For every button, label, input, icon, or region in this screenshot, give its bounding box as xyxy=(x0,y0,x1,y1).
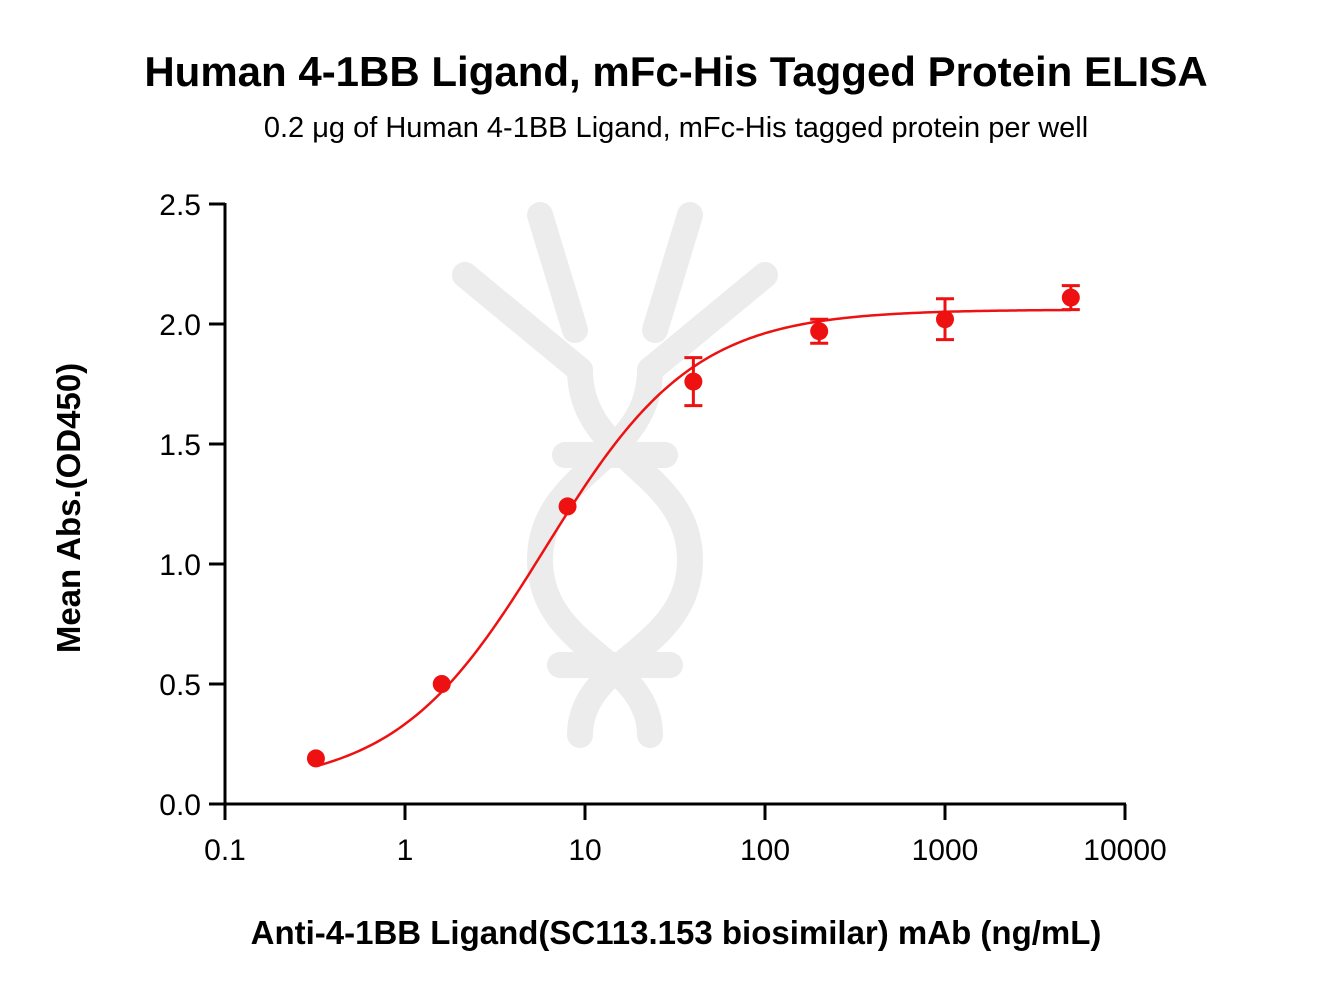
y-axis: 0.0 0.5 1.0 1.5 2.0 2.5 xyxy=(159,189,227,822)
y-tick-label: 1.5 xyxy=(159,429,201,462)
data-point xyxy=(432,675,451,693)
y-axis-label: Mean Abs.(OD450) xyxy=(50,363,87,653)
subtitle-unit: μg xyxy=(312,112,345,144)
x-tick-label: 100 xyxy=(740,834,790,867)
data-point-layer xyxy=(306,288,1080,768)
x-tick-label: 10 xyxy=(568,834,601,867)
data-point xyxy=(558,497,577,516)
data-point xyxy=(1061,288,1080,307)
x-tick-label: 1000 xyxy=(912,834,979,867)
y-axis-ticks: 0.0 0.5 1.0 1.5 2.0 2.5 xyxy=(159,189,225,822)
y-tick-label: 2.0 xyxy=(159,309,201,342)
subtitle-prefix: 0.2 xyxy=(264,112,312,144)
y-tick-label: 0.5 xyxy=(159,669,201,702)
x-tick-label: 1 xyxy=(397,834,414,867)
data-point xyxy=(306,749,325,768)
x-tick-label: 10000 xyxy=(1083,834,1166,867)
data-point xyxy=(684,372,703,391)
y-tick-label: 2.5 xyxy=(159,189,201,222)
x-axis-ticks: 0.1 1 10 100 1000 10000 xyxy=(204,804,1167,867)
x-tick-label: 0.1 xyxy=(204,834,246,867)
chart-subtitle: 0.2 μg of Human 4-1BB Ligand, mFc-His ta… xyxy=(264,112,1088,144)
data-point xyxy=(810,322,829,341)
subtitle-suffix: of Human 4-1BB Ligand, mFc-His tagged pr… xyxy=(345,112,1088,144)
data-point xyxy=(936,310,954,329)
chart-title: Human 4-1BB Ligand, mFc-His Tagged Prote… xyxy=(144,48,1207,95)
x-axis: 0.1 1 10 100 1000 10000 xyxy=(204,802,1167,867)
dna-watermark-icon xyxy=(452,202,778,748)
x-axis-label: Anti-4-1BB Ligand(SC113.153 biosimilar) … xyxy=(251,914,1102,951)
y-tick-label: 1.0 xyxy=(159,549,201,582)
y-tick-label: 0.0 xyxy=(159,789,201,822)
